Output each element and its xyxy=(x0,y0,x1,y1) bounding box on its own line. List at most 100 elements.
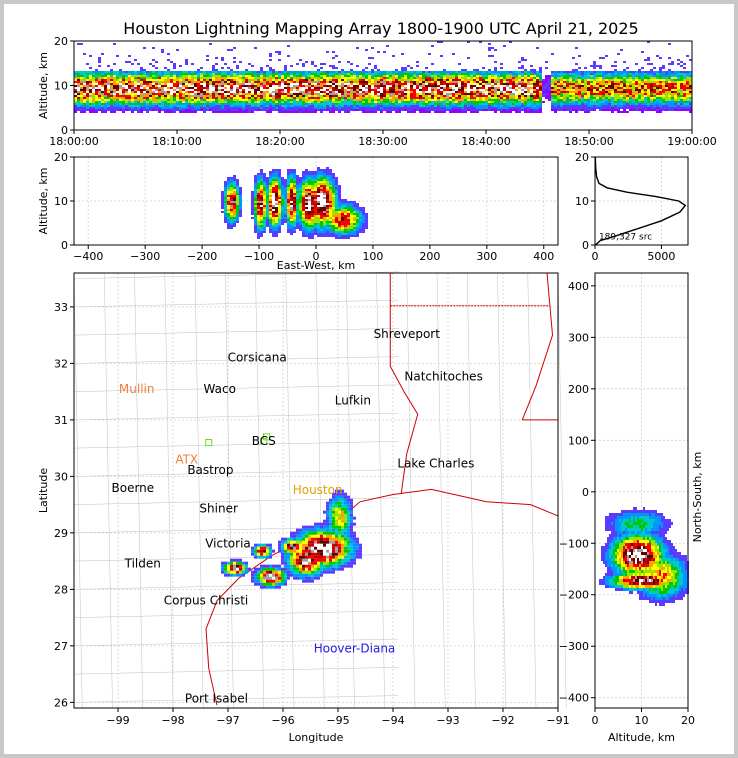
density-cell xyxy=(257,201,260,203)
density-cell xyxy=(659,103,662,105)
density-cell xyxy=(194,95,197,97)
density-cell xyxy=(233,221,236,223)
density-cell xyxy=(377,51,380,53)
density-cell xyxy=(332,81,335,83)
density-cell xyxy=(149,91,152,93)
density-cell xyxy=(80,83,83,85)
density-cell xyxy=(392,91,395,93)
density-cell xyxy=(317,107,320,109)
density-cell xyxy=(512,103,515,105)
density-cell xyxy=(170,73,173,75)
density-cell xyxy=(521,91,524,93)
density-cell xyxy=(245,83,248,85)
density-cell xyxy=(242,77,245,79)
density-cell xyxy=(302,89,305,91)
density-cell xyxy=(377,71,380,73)
density-cell xyxy=(101,107,104,109)
density-cell xyxy=(248,107,251,109)
density-cell xyxy=(272,199,275,201)
density-cell xyxy=(653,81,656,83)
density-cell xyxy=(368,107,371,109)
density-cell xyxy=(251,209,254,211)
density-cell xyxy=(362,75,365,77)
density-cell xyxy=(89,77,92,79)
density-cell xyxy=(86,93,89,95)
density-cell xyxy=(608,87,611,89)
density-cell xyxy=(335,97,338,99)
density-cell xyxy=(164,99,167,101)
density-cell xyxy=(572,75,575,77)
x-tick-label: 18:40:00 xyxy=(461,135,510,148)
density-cell xyxy=(269,83,272,85)
density-cell xyxy=(608,97,611,99)
density-cell xyxy=(404,109,407,111)
density-cell xyxy=(143,109,146,111)
density-cell xyxy=(407,79,410,81)
density-cell xyxy=(578,81,581,83)
density-cell xyxy=(299,89,302,91)
density-cell xyxy=(623,77,626,79)
density-cell xyxy=(197,83,200,85)
density-cell xyxy=(434,85,437,87)
density-cell xyxy=(203,111,206,113)
density-cell xyxy=(278,199,281,201)
density-cell xyxy=(278,179,281,181)
density-cell xyxy=(278,195,281,197)
density-cell xyxy=(209,95,212,97)
density-cell xyxy=(383,101,386,103)
density-cell xyxy=(371,79,374,81)
density-cell xyxy=(335,75,338,77)
density-cell xyxy=(155,107,158,109)
density-cell xyxy=(476,91,479,93)
density-cell xyxy=(146,73,149,75)
density-cell xyxy=(422,83,425,85)
density-cell xyxy=(689,103,692,105)
density-cell xyxy=(185,97,188,99)
density-cell xyxy=(488,55,491,57)
density-cell xyxy=(506,75,509,77)
density-cell xyxy=(131,75,134,77)
density-cell xyxy=(164,95,167,97)
density-cell xyxy=(473,79,476,81)
density-cell xyxy=(428,73,431,75)
density-cell xyxy=(602,103,605,105)
density-cell xyxy=(521,65,524,67)
density-cell xyxy=(242,75,245,77)
density-cell xyxy=(365,109,368,111)
density-cell xyxy=(575,47,578,49)
density-cell xyxy=(482,81,485,83)
density-cell xyxy=(563,95,566,97)
density-cell xyxy=(284,179,287,181)
density-cell xyxy=(293,91,296,93)
density-cell xyxy=(137,75,140,77)
density-cell xyxy=(170,87,173,89)
density-cell xyxy=(548,97,551,99)
density-cell xyxy=(470,81,473,83)
density-cell xyxy=(266,201,269,203)
density-cell xyxy=(143,73,146,75)
density-cell xyxy=(164,105,167,107)
density-cell xyxy=(515,79,518,81)
density-cell xyxy=(509,99,512,101)
density-cell xyxy=(434,81,437,83)
density-cell xyxy=(182,99,185,101)
density-cell xyxy=(209,105,212,107)
density-cell xyxy=(257,109,260,111)
density-cell xyxy=(539,79,542,81)
density-cell xyxy=(305,93,308,95)
density-cell xyxy=(242,97,245,99)
density-cell xyxy=(149,73,152,75)
density-cell xyxy=(224,105,227,107)
density-cell xyxy=(623,73,626,75)
density-cell xyxy=(644,75,647,77)
density-cell xyxy=(344,109,347,111)
density-cell xyxy=(383,109,386,111)
density-cell xyxy=(269,77,272,79)
density-cell xyxy=(248,93,251,95)
density-cell xyxy=(605,109,608,111)
density-cell xyxy=(86,105,89,107)
density-cell xyxy=(182,89,185,91)
density-cell xyxy=(116,87,119,89)
density-cell xyxy=(146,109,149,111)
density-cell xyxy=(422,95,425,97)
